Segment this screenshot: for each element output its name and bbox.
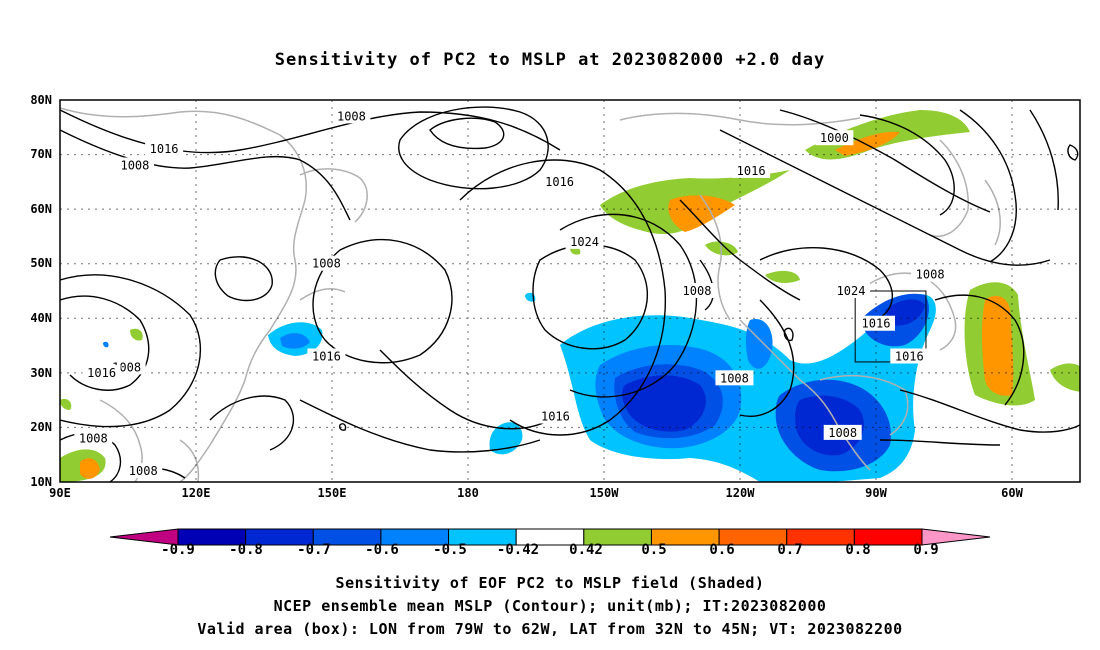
colorbar-label: 0.6 xyxy=(709,542,735,558)
footer-line-2: NCEP ensemble mean MSLP (Contour); unit(… xyxy=(273,597,827,615)
contour-label: 1008 xyxy=(720,371,749,385)
colorbar-label: -0.6 xyxy=(365,542,399,558)
contour-label: 1016 xyxy=(87,366,116,380)
contour-label-bg xyxy=(74,430,113,446)
lat-label-10n: 10N xyxy=(30,475,52,489)
contour-label: 1024 xyxy=(570,235,599,249)
contour-label: 1016 xyxy=(737,164,766,178)
contour-label: 1008 xyxy=(129,464,158,478)
lat-label-20n: 20N xyxy=(30,420,52,434)
contour-label-bg xyxy=(815,130,854,146)
lon-label-180: 180 xyxy=(457,486,479,500)
lat-label-30n: 30N xyxy=(30,366,52,380)
lat-label-50n: 50N xyxy=(30,256,52,270)
contour-label: 1008 xyxy=(916,268,945,282)
lon-label-150e: 150E xyxy=(317,486,347,500)
coastlines xyxy=(60,107,1001,482)
contour-label: 1008 xyxy=(683,284,712,298)
lat-label-70n: 70N xyxy=(30,147,52,161)
contour-label-bg xyxy=(124,463,163,479)
lon-label-150w: 150W xyxy=(589,486,619,500)
contour-label: 1008 xyxy=(79,431,108,445)
contour-label: 1008 xyxy=(120,158,149,172)
colorbar xyxy=(109,528,991,546)
contour-label-bg xyxy=(307,255,346,271)
lat-label-40n: 40N xyxy=(30,311,52,325)
colorbar-label: -0.9 xyxy=(161,542,195,558)
colorbar-label: -0.7 xyxy=(297,542,331,558)
lat-label-80n: 80N xyxy=(30,93,52,107)
colorbar-label: 0.5 xyxy=(641,542,667,558)
colorbar-label: 0.42 xyxy=(569,542,603,558)
contour-label-bg xyxy=(307,348,346,364)
contour-label-bg xyxy=(832,283,871,298)
contour-label-bg xyxy=(565,233,604,249)
colorbar-label: -0.8 xyxy=(229,542,263,558)
contour-label: 1016 xyxy=(895,349,924,363)
contour-label-bg xyxy=(540,173,579,189)
colorbar-label: 0.9 xyxy=(913,542,939,558)
contour-label: 1024 xyxy=(837,284,866,298)
graticule xyxy=(60,100,1080,482)
contour-label-bg xyxy=(732,162,771,178)
colorbar-label: 0.7 xyxy=(777,542,803,558)
lon-label-120e: 120E xyxy=(181,486,211,500)
map-frame xyxy=(59,99,1081,483)
colorbar-max-triangle xyxy=(921,528,991,546)
contour-label: 1016 xyxy=(545,175,574,189)
contour-label-bg xyxy=(115,157,154,173)
colorbar-label: 0.8 xyxy=(845,542,871,558)
contour-label-bg xyxy=(715,370,754,386)
contour-label-bg xyxy=(677,283,716,298)
map-title: Sensitivity of PC2 to MSLP at 2023082000… xyxy=(274,50,826,70)
contour-label: 1016 xyxy=(150,142,179,156)
mslp-contours xyxy=(60,106,1080,482)
contour-label: 1016 xyxy=(541,410,570,424)
contour-label: 1016 xyxy=(862,317,891,331)
contour-label-bg xyxy=(857,315,895,331)
lat-label-60n: 60N xyxy=(30,202,52,216)
contour-label: 1000 xyxy=(820,131,849,145)
contour-label-bg xyxy=(536,408,575,424)
contour-label-bg xyxy=(145,141,184,157)
lon-label-90e: 90E xyxy=(49,486,71,500)
footer-line-1: Sensitivity of EOF PC2 to MSLP field (Sh… xyxy=(335,574,765,592)
lon-label-90w: 90W xyxy=(865,486,887,500)
contour-label-bg xyxy=(82,364,121,380)
shading-positive xyxy=(60,110,1080,482)
footer-line-3: Valid area (box): LON from 79W to 62W, L… xyxy=(197,620,903,638)
contour-label: 1008 xyxy=(312,257,341,271)
shading-negative xyxy=(103,292,936,482)
colorbar-label: -0.42 xyxy=(496,542,540,558)
contour-label-bg xyxy=(823,424,862,440)
colorbar-label: -0.5 xyxy=(433,542,467,558)
contour-label: 1008 xyxy=(828,426,857,440)
contour-label: 1008 xyxy=(337,109,366,123)
contour-label: 1016 xyxy=(312,349,341,363)
contour-label-bg xyxy=(890,348,929,364)
contour-label-bg xyxy=(911,266,950,282)
lon-label-60w: 60W xyxy=(1001,486,1023,500)
lon-label-120w: 120W xyxy=(725,486,755,500)
contour-label-bg xyxy=(332,108,371,124)
